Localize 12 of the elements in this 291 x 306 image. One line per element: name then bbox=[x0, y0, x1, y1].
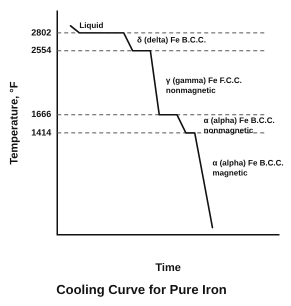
y-tick-label: 2802 bbox=[31, 27, 52, 38]
annotation: Liquid bbox=[79, 21, 104, 30]
y-axis-title: Temperature, °F bbox=[8, 81, 21, 165]
annotation: α (alpha) Fe B.C.C. nonmagnetic bbox=[204, 116, 275, 136]
y-tick-label: 1414 bbox=[31, 127, 52, 138]
x-axis-title: Time bbox=[155, 262, 181, 274]
annotation: δ (delta) Fe B.C.C. bbox=[137, 36, 206, 45]
y-tick-label: 1666 bbox=[31, 109, 52, 120]
text: Cooling Curve for Pure Iron bbox=[56, 282, 227, 297]
y-tick-label: 2554 bbox=[31, 45, 52, 56]
annotation: γ (gamma) Fe F.C.C. nonmagnetic bbox=[166, 76, 242, 95]
annotation: α (alpha) Fe B.C.C. magnetic bbox=[212, 158, 284, 178]
